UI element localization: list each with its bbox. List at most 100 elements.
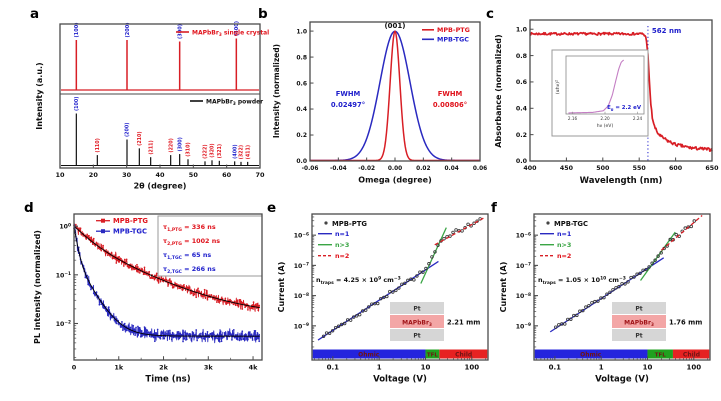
decay-dot <box>131 331 134 334</box>
data-point <box>617 284 621 289</box>
decay-dot <box>88 234 90 237</box>
y-tick-label: 10−2 <box>56 320 71 328</box>
decay-dot <box>143 266 146 269</box>
decay-dot <box>138 272 141 274</box>
data-point <box>635 272 639 276</box>
data-point <box>451 230 455 235</box>
y-tick-label: 0.6 <box>516 79 528 86</box>
decay-dot <box>140 335 143 338</box>
fit-line-MPB-TGC <box>73 225 260 337</box>
decay-dot <box>218 340 221 343</box>
lifetime-value: τ1,PTG = 336 ns <box>163 223 216 233</box>
decay-dot <box>190 292 193 295</box>
data-point <box>454 228 458 232</box>
data-point <box>385 294 389 299</box>
y-tick-label: 10−8 <box>294 292 309 300</box>
decay-dot <box>233 300 236 303</box>
decay-dot <box>221 297 224 300</box>
decay-dot <box>198 334 200 336</box>
decay-dot <box>236 299 239 302</box>
powder-peak-label: (100) <box>74 97 80 111</box>
decay-dot <box>179 336 182 339</box>
decay-dot <box>258 340 261 343</box>
electrode-top-label: Pt <box>413 306 420 313</box>
decay-dot <box>242 338 245 341</box>
data-point <box>674 232 678 237</box>
y-tick-label: 1.0 <box>296 28 307 35</box>
legend-label: n=1 <box>335 230 349 238</box>
y-tick-label: 0.2 <box>296 132 307 139</box>
data-point <box>373 301 377 306</box>
data-point <box>364 308 368 312</box>
tauc-x-title: hν (eV) <box>597 123 614 129</box>
decay-dot <box>168 279 170 282</box>
decay-dot <box>89 284 91 287</box>
decay-dot <box>213 333 215 336</box>
data-point <box>650 261 654 265</box>
decay-dot <box>246 337 248 339</box>
decay-dot <box>227 301 230 304</box>
decay-dot <box>129 326 132 329</box>
decay-dot <box>75 223 77 226</box>
data-point <box>572 313 576 318</box>
decay-dot <box>254 330 257 332</box>
powder-peak-label: (300) <box>177 137 183 151</box>
electrode-top <box>390 302 444 314</box>
decay-dot <box>224 332 227 335</box>
decay-dot <box>134 334 136 336</box>
child-region-bar <box>672 349 710 359</box>
x-tick-label: 0.00 <box>388 166 402 172</box>
data-point <box>400 282 404 287</box>
crystal-layer-label: MAPbBr3 <box>402 319 432 327</box>
decay-dot <box>230 299 232 302</box>
legend-label: MPB-TGC <box>113 228 147 236</box>
decay-dot <box>162 277 165 280</box>
powder-peak-label: (400) <box>232 144 238 158</box>
data-point <box>397 286 401 290</box>
thickness-label: 2.21 mm <box>447 318 480 326</box>
decay-dot <box>91 243 94 246</box>
powder-peak-label: (310) <box>186 142 192 156</box>
data-point <box>327 331 332 336</box>
data-point <box>581 308 585 313</box>
x-tick-label: 3k <box>204 364 214 372</box>
decay-dot <box>166 279 168 282</box>
fwhm-value: 0.02497° <box>331 101 365 109</box>
data-point <box>659 251 663 255</box>
data-point <box>557 323 561 327</box>
data-point <box>418 270 422 274</box>
tauc-inset-box <box>551 49 649 137</box>
decay-dot <box>77 227 80 230</box>
data-point <box>412 278 416 282</box>
decay-dot <box>155 333 158 336</box>
decay-dot <box>203 338 206 341</box>
decay-dot <box>158 336 161 339</box>
decay-dot <box>191 331 194 333</box>
decay-dot <box>172 286 175 289</box>
crystal-peak-label: (100) <box>74 22 80 37</box>
decay-dot <box>216 301 218 304</box>
x-tick-label: 0.1 <box>549 364 562 372</box>
decay-dot <box>80 233 83 236</box>
decay-dot <box>194 334 197 336</box>
lifetime-value: τ2,PTG = 1002 ns <box>163 237 220 247</box>
powder-legend-label: MAPbBr3 powder <box>206 99 263 107</box>
decay-dot <box>183 283 185 286</box>
data-point <box>623 282 627 286</box>
decay-dot <box>195 296 198 299</box>
y-tick-label: 0.8 <box>516 53 527 60</box>
x-axis-title: Voltage (V) <box>595 375 649 385</box>
decay-dot <box>160 276 163 278</box>
powder-peak-label: (220) <box>168 138 174 152</box>
x-tick-label: 70 <box>255 171 265 179</box>
data-point <box>370 302 374 306</box>
data-point <box>339 322 344 327</box>
legend-marker <box>546 221 550 225</box>
decay-dot <box>214 338 216 340</box>
decay-dot <box>256 303 259 305</box>
data-point <box>388 289 392 294</box>
decay-dot <box>210 294 213 296</box>
panel-f-sclc-chart-tgc: Ohmic TFL Child MPB-TGC n=1 n>3 n=2 ntraps = 1.… <box>499 213 711 385</box>
decay-dot <box>206 298 209 301</box>
data-point <box>433 250 437 254</box>
